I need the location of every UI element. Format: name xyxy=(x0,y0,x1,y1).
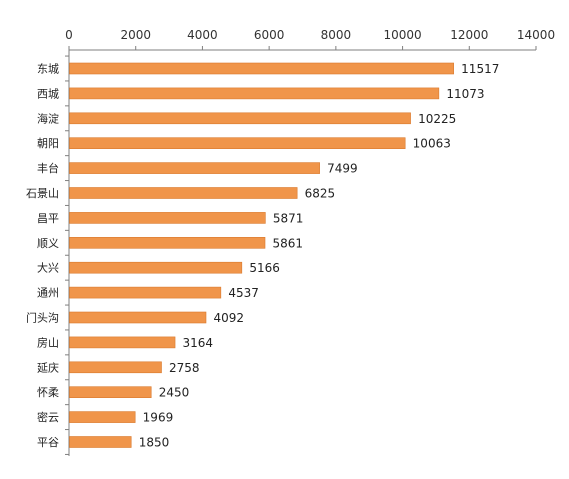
data-label: 6825 xyxy=(305,187,336,201)
data-label: 5166 xyxy=(249,261,280,275)
bar xyxy=(69,411,136,423)
data-label: 1969 xyxy=(143,411,174,425)
category-label: 延庆 xyxy=(37,360,59,374)
x-tick-label: 12000 xyxy=(450,28,488,42)
bar xyxy=(69,436,132,448)
category-label: 昌平 xyxy=(37,212,59,225)
category-label: 平谷 xyxy=(37,436,59,449)
data-label: 2450 xyxy=(159,386,190,400)
category-label: 密云 xyxy=(37,410,59,424)
category-label: 海淀 xyxy=(37,111,59,125)
data-label: 7499 xyxy=(327,162,358,176)
data-label: 3164 xyxy=(183,336,214,350)
bar xyxy=(69,162,320,174)
bar xyxy=(69,212,266,224)
data-label: 10225 xyxy=(418,112,456,126)
data-label: 2758 xyxy=(169,361,200,375)
bar xyxy=(69,361,162,374)
bars xyxy=(69,62,454,448)
bar xyxy=(69,261,243,274)
category-label: 大兴 xyxy=(37,261,59,275)
bar xyxy=(69,286,222,299)
bar xyxy=(69,87,440,100)
data-label: 5871 xyxy=(273,211,304,225)
category-label: 石景山 xyxy=(26,187,59,200)
x-tick-label: 2000 xyxy=(120,28,151,42)
data-label: 4537 xyxy=(228,286,259,300)
category-label: 丰台 xyxy=(37,161,59,175)
bar xyxy=(69,237,266,249)
category-label: 门头沟 xyxy=(26,311,59,325)
data-label: 1850 xyxy=(139,436,170,450)
x-tick-label: 0 xyxy=(65,28,73,42)
bar xyxy=(69,62,454,75)
category-label: 顺义 xyxy=(37,237,59,250)
bar xyxy=(69,112,411,125)
x-tick-label: 4000 xyxy=(187,28,218,42)
x-tick-label: 14000 xyxy=(517,28,555,42)
category-label: 怀柔 xyxy=(37,386,59,399)
bar xyxy=(69,187,298,199)
y-axis xyxy=(65,50,70,456)
x-tick-label: 10000 xyxy=(383,28,421,42)
category-label: 朝阳 xyxy=(37,137,59,150)
x-tick-label: 6000 xyxy=(254,28,285,42)
data-label: 11073 xyxy=(446,87,484,101)
x-axis: 0 2000 4000 6000 8000 10000 12000 14000 xyxy=(65,28,555,51)
bar xyxy=(69,311,207,324)
data-label: 5861 xyxy=(273,236,304,250)
data-label: 4092 xyxy=(213,311,244,325)
x-tick-label: 8000 xyxy=(321,28,352,42)
data-label: 11517 xyxy=(461,62,499,76)
bar xyxy=(69,336,176,349)
bar xyxy=(69,137,406,149)
category-label: 东城 xyxy=(37,63,59,76)
category-label: 西城 xyxy=(37,87,59,100)
bar xyxy=(69,386,152,399)
category-label: 通州 xyxy=(37,287,59,300)
data-label: 10063 xyxy=(413,137,451,151)
category-label: 房山 xyxy=(37,336,59,349)
